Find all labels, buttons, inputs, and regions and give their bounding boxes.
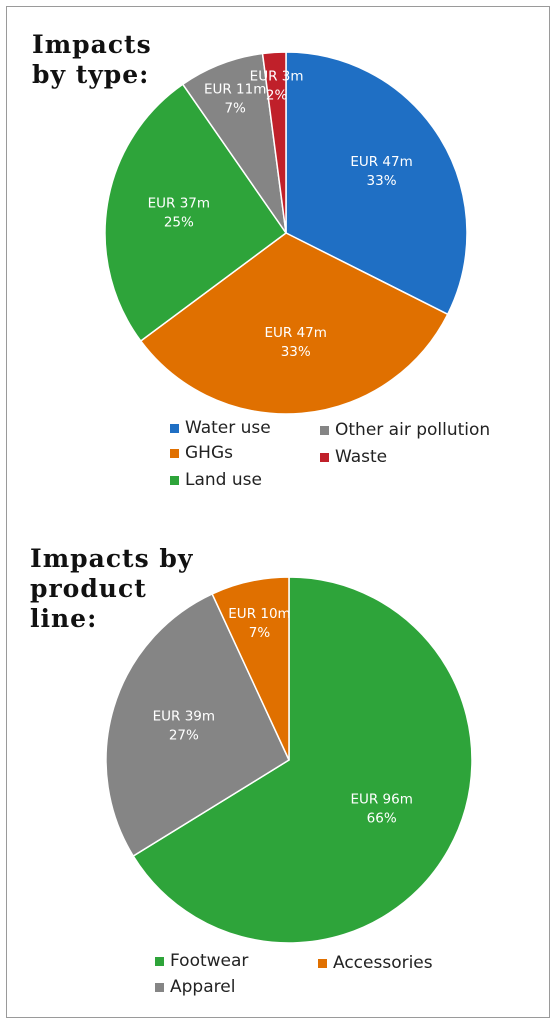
data-label-percent-waste: 2% [266,88,288,104]
pie-slice-apparel [105,592,290,858]
data-label-value-waste: EUR 3m [250,69,304,85]
pie-slice-waste [261,51,287,234]
legend-swatch [170,423,179,433]
legend-swatch [170,475,179,485]
data-label-percent-ghgs: 33% [281,344,311,360]
data-label-value-ghgs: EUR 47m [265,325,327,341]
figure-frame [6,6,550,1018]
legend-item-waste: Waste [320,447,387,467]
data-label-percent-land-use: 25% [164,214,194,230]
pie-slice-ghgs [139,232,449,415]
legend-swatch [320,425,329,435]
legend-label: Accessories [333,953,433,973]
legend-item-accessories: Accessories [318,953,433,973]
pie-slice-accessories [211,576,290,761]
data-label-percent-other-air-pollution: 7% [224,100,246,116]
data-label-value-apparel: EUR 39m [153,708,215,724]
chart-title-impacts-by-type: Impacts by type: [32,30,152,89]
legend-item-ghgs: GHGs [170,443,233,463]
data-label-percent-accessories: 7% [249,625,271,641]
pie-slice-land-use [104,83,288,343]
legend-label: Water use [185,418,271,438]
data-label-percent-water-use: 33% [367,173,397,189]
legend-label: Footwear [170,951,249,971]
legend-swatch [155,982,164,992]
data-label-value-accessories: EUR 10m [228,606,290,622]
legend-label: Apparel [170,977,236,997]
data-label-value-other-air-pollution: EUR 11m [204,81,266,97]
legend-item-other-air-pollution: Other air pollution [320,420,490,440]
legend-item-water-use: Water use [170,418,271,438]
data-label-value-footwear: EUR 96m [350,792,412,808]
data-label-value-water-use: EUR 47m [350,154,412,170]
pie-slice-water-use [285,51,468,316]
data-label-percent-apparel: 27% [169,727,199,743]
legend-item-footwear: Footwear [155,951,248,971]
legend-swatch [318,958,327,968]
legend-swatch [155,956,164,966]
legend-label: Land use [185,470,262,490]
legend-label: Waste [335,447,388,467]
legend-item-land-use: Land use [170,470,262,490]
legend-swatch [170,448,179,458]
legend-label: GHGs [185,443,233,463]
pie-slice-footwear [132,576,473,944]
legend-label: Other air pollution [335,420,491,440]
legend-swatch [320,452,329,462]
chart-title-impacts-by-product-line: Impacts by product line: [30,544,194,633]
data-label-value-land-use: EUR 37m [148,195,210,211]
data-label-percent-footwear: 66% [367,811,397,827]
legend-item-apparel: Apparel [155,977,235,997]
